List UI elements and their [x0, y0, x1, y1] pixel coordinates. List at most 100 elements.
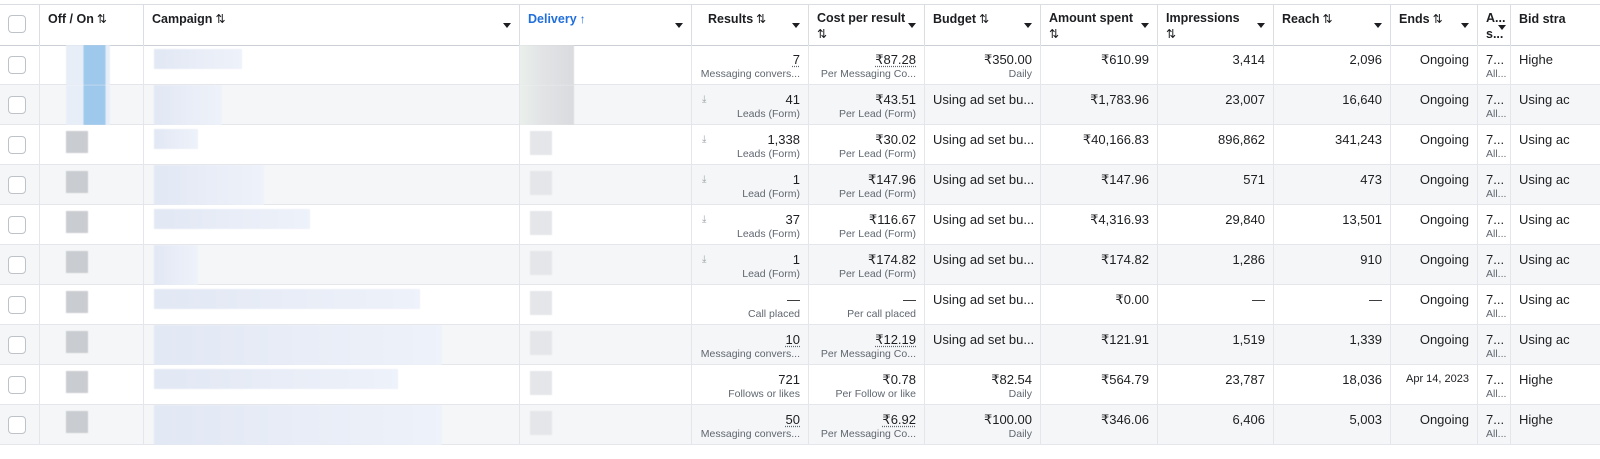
campaign-name-link[interactable] — [154, 129, 198, 149]
header-attribution[interactable]: A... s... — [1478, 5, 1511, 45]
status-toggle[interactable] — [66, 171, 88, 193]
cost-per-result-type: Per call placed — [847, 308, 916, 320]
row-checkbox[interactable] — [8, 96, 26, 114]
header-off-on[interactable]: Off / On ⇅ — [40, 5, 144, 45]
results-type: Messaging convers... — [700, 348, 800, 360]
campaign-name-link[interactable] — [154, 245, 198, 285]
ends-value: Ongoing — [1419, 52, 1469, 67]
header-amount-spent[interactable]: Amount spent ⇅ — [1041, 5, 1158, 45]
table-row[interactable]: ⤓ 37 Leads (Form) ₹116.67 Per Lead (Form… — [0, 205, 1600, 245]
chevron-down-icon[interactable] — [1257, 23, 1265, 28]
bid-strategy-value: Highe — [1519, 412, 1553, 427]
status-toggle[interactable] — [66, 411, 88, 433]
row-checkbox[interactable] — [8, 256, 26, 274]
table-row[interactable]: 10 Messaging convers... ₹12.19 Per Messa… — [0, 325, 1600, 365]
download-icon[interactable]: ⤓ — [702, 254, 707, 265]
row-toggle-cell — [40, 245, 144, 285]
row-checkbox[interactable] — [8, 216, 26, 234]
row-checkbox[interactable] — [8, 176, 26, 194]
table-row[interactable]: ⤓ 1,338 Leads (Form) ₹30.02 Per Lead (Fo… — [0, 125, 1600, 165]
row-budget-cell: Using ad set bu... — [925, 285, 1041, 325]
header-bid-strategy[interactable]: Bid stra — [1511, 5, 1600, 45]
campaign-name-link[interactable] — [154, 165, 264, 205]
row-checkbox[interactable] — [8, 56, 26, 74]
chevron-down-icon[interactable] — [503, 23, 511, 28]
table-row[interactable]: ⤓ 41 Leads (Form) ₹43.51 Per Lead (Form)… — [0, 85, 1600, 125]
chevron-down-icon[interactable] — [792, 23, 800, 28]
campaign-name-link[interactable] — [154, 369, 398, 389]
header-reach[interactable]: Reach ⇅ — [1274, 5, 1391, 45]
select-all-checkbox[interactable] — [8, 15, 26, 33]
row-amount-spent-cell: ₹147.96 — [1041, 165, 1158, 205]
results-value: 1,338 — [767, 132, 800, 147]
row-bid-strategy-cell: Highe — [1511, 45, 1600, 85]
table-row[interactable]: ⤓ 1 Lead (Form) ₹174.82 Per Lead (Form) … — [0, 245, 1600, 285]
table-row[interactable]: 7 Messaging convers... ₹87.28 Per Messag… — [0, 45, 1600, 85]
header-cost-per-result[interactable]: Cost per result ⇅ — [809, 5, 925, 45]
row-budget-cell: ₹100.00 Daily — [925, 405, 1041, 445]
row-select-cell — [0, 365, 40, 405]
chevron-down-icon[interactable] — [1024, 23, 1032, 28]
campaign-name-link[interactable] — [154, 289, 420, 309]
row-checkbox[interactable] — [8, 376, 26, 394]
impressions-value: 6,406 — [1232, 412, 1265, 427]
header-select-all-cell — [0, 5, 40, 45]
row-results-cell: 721 Follows or likes — [692, 365, 809, 405]
impressions-value: 23,007 — [1225, 92, 1265, 107]
campaign-name-link[interactable] — [154, 405, 442, 445]
cost-per-result-type: Per Messaging Co... — [820, 428, 916, 440]
row-checkbox[interactable] — [8, 336, 26, 354]
download-icon[interactable]: ⤓ — [702, 214, 707, 225]
campaign-name-link[interactable] — [154, 49, 242, 69]
results-type: Lead (Form) — [742, 188, 800, 200]
row-checkbox[interactable] — [8, 416, 26, 434]
status-toggle[interactable] — [66, 331, 88, 353]
attribution-value: 7... — [1486, 212, 1505, 227]
chevron-down-icon[interactable] — [1461, 23, 1469, 28]
row-results-cell: 10 Messaging convers... — [692, 325, 809, 365]
header-ends[interactable]: Ends ⇅ — [1391, 5, 1478, 45]
status-toggle[interactable] — [66, 45, 110, 85]
header-impressions[interactable]: Impressions ⇅ — [1158, 5, 1274, 45]
chevron-down-icon[interactable] — [908, 23, 916, 28]
status-toggle[interactable] — [66, 131, 88, 153]
table-row[interactable]: — Call placed — Per call placed Using ad… — [0, 285, 1600, 325]
delivery-status — [530, 291, 552, 315]
campaign-name-link[interactable] — [154, 85, 222, 125]
sort-icon: ⇅ — [1166, 27, 1177, 41]
row-cost-cell: ₹147.96 Per Lead (Form) — [809, 165, 925, 205]
status-toggle[interactable] — [66, 251, 88, 273]
campaign-name-link[interactable] — [154, 325, 442, 365]
table-row[interactable]: 50 Messaging convers... ₹6.92 Per Messag… — [0, 405, 1600, 445]
header-campaign-label: Campaign — [152, 12, 213, 26]
download-icon[interactable]: ⤓ — [702, 134, 707, 145]
row-amount-spent-cell: ₹174.82 — [1041, 245, 1158, 285]
header-budget[interactable]: Budget ⇅ — [925, 5, 1041, 45]
status-toggle[interactable] — [66, 85, 110, 125]
campaign-name-link[interactable] — [154, 209, 310, 229]
chevron-down-icon[interactable] — [1374, 23, 1382, 28]
row-delivery-cell — [520, 85, 692, 125]
row-cost-cell: ₹30.02 Per Lead (Form) — [809, 125, 925, 165]
header-results[interactable]: Results ⇅ — [692, 5, 809, 45]
status-toggle[interactable] — [66, 211, 88, 233]
header-campaign[interactable]: Campaign ⇅ — [144, 5, 520, 45]
chevron-down-icon[interactable] — [1498, 25, 1506, 30]
row-impressions-cell: 896,862 — [1158, 125, 1274, 165]
delivery-status — [530, 131, 552, 155]
chevron-down-icon[interactable] — [675, 23, 683, 28]
header-delivery[interactable]: Delivery ↑ — [520, 5, 692, 45]
download-icon[interactable]: ⤓ — [702, 174, 707, 185]
table-row[interactable]: ⤓ 1 Lead (Form) ₹147.96 Per Lead (Form) … — [0, 165, 1600, 205]
row-results-cell: ⤓ 1 Lead (Form) — [692, 245, 809, 285]
chevron-down-icon[interactable] — [1141, 23, 1149, 28]
row-checkbox[interactable] — [8, 136, 26, 154]
status-toggle[interactable] — [66, 291, 88, 313]
header-off-on-label: Off / On — [48, 12, 94, 26]
download-icon[interactable]: ⤓ — [702, 94, 707, 105]
reach-value: 341,243 — [1335, 132, 1382, 147]
budget-value: Using ad set bu... — [933, 252, 1035, 267]
table-row[interactable]: 721 Follows or likes ₹0.78 Per Follow or… — [0, 365, 1600, 405]
row-checkbox[interactable] — [8, 296, 26, 314]
status-toggle[interactable] — [66, 371, 88, 393]
